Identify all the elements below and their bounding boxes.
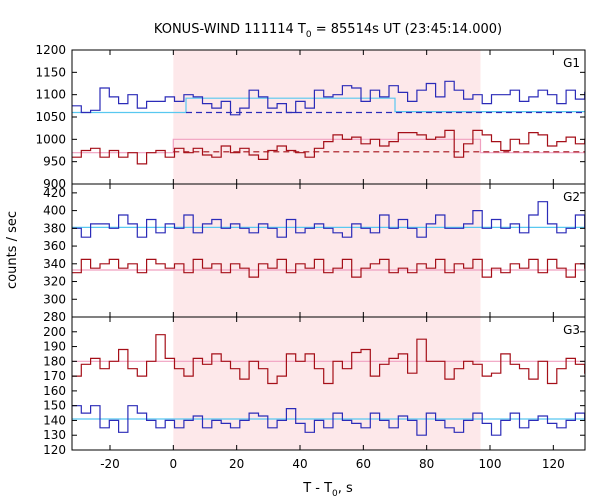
- y-axis-title: counts / sec: [5, 211, 20, 289]
- x-tick-label: 80: [419, 457, 434, 471]
- x-tick-label: 60: [356, 457, 371, 471]
- panel-label-g1: G1: [563, 56, 580, 70]
- x-tick-label: 120: [542, 457, 565, 471]
- xlabel-suffix: , s: [338, 481, 353, 496]
- y-tick-label: 1000: [35, 132, 66, 146]
- x-tick-label: 100: [479, 457, 502, 471]
- title-prefix: KONUS-WIND 111114 T: [154, 22, 306, 37]
- y-tick-label: 420: [43, 186, 66, 200]
- xlabel-main: T - T: [302, 481, 332, 496]
- x-tick-label: 0: [170, 457, 178, 471]
- y-tick-label: 160: [43, 384, 66, 398]
- y-tick-label: 130: [43, 428, 66, 442]
- y-tick-label: 340: [43, 257, 66, 271]
- x-tick-label: 20: [229, 457, 244, 471]
- panel-label-g3: G3: [563, 323, 580, 337]
- y-tick-label: 1050: [35, 110, 66, 124]
- x-tick-label: -20: [100, 457, 120, 471]
- series-layer: [72, 80, 586, 436]
- x-tick-label: 40: [292, 457, 307, 471]
- y-tick-label: 280: [43, 310, 66, 324]
- title-suffix: = 85514s UT (23:45:14.000): [312, 22, 502, 37]
- y-tick-label: 120: [43, 443, 66, 457]
- panel-g1-series-blue: [72, 80, 586, 116]
- chart-title: KONUS-WIND 111114 T0 = 85514s UT (23:45:…: [154, 22, 502, 40]
- y-tick-label: 360: [43, 239, 66, 253]
- y-tick-label: 320: [43, 275, 66, 289]
- panel-g3-series-blue: [72, 405, 586, 436]
- panel-g2-series-red: [72, 258, 586, 278]
- y-tick-label: 200: [43, 325, 66, 339]
- y-tick-label: 180: [43, 354, 66, 368]
- y-tick-label: 380: [43, 221, 66, 235]
- y-tick-label: 1150: [35, 65, 66, 79]
- y-tick-label: 1200: [35, 43, 66, 57]
- y-tick-label: 300: [43, 292, 66, 306]
- x-axis-title: T - T0, s: [302, 481, 353, 499]
- panel-g3-frame: [71, 316, 586, 451]
- fit-lines-layer: [72, 97, 585, 420]
- y-tick-label: 150: [43, 399, 66, 413]
- y-tick-label: 1100: [35, 88, 66, 102]
- panel-g3-series-red: [72, 334, 586, 385]
- panel-label-g2: G2: [563, 190, 580, 204]
- y-tick-label: 190: [43, 340, 66, 354]
- shaded-interval-layer: [173, 50, 481, 450]
- y-tick-label: 900: [43, 177, 66, 191]
- panel-g2-series-blue: [72, 201, 586, 238]
- axes-layer: 90095010001050110011501200G1280300320340…: [35, 43, 586, 471]
- title-subscript: 0: [306, 30, 312, 40]
- y-tick-label: 140: [43, 413, 66, 427]
- panel-g1-fit-0: [72, 97, 585, 114]
- panel-g1-series-red: [72, 129, 586, 165]
- xlabel-subscript: 0: [332, 489, 338, 499]
- y-tick-label: 170: [43, 369, 66, 383]
- shaded-burst-interval: [173, 50, 481, 450]
- y-tick-label: 400: [43, 204, 66, 218]
- y-tick-label: 950: [43, 155, 66, 169]
